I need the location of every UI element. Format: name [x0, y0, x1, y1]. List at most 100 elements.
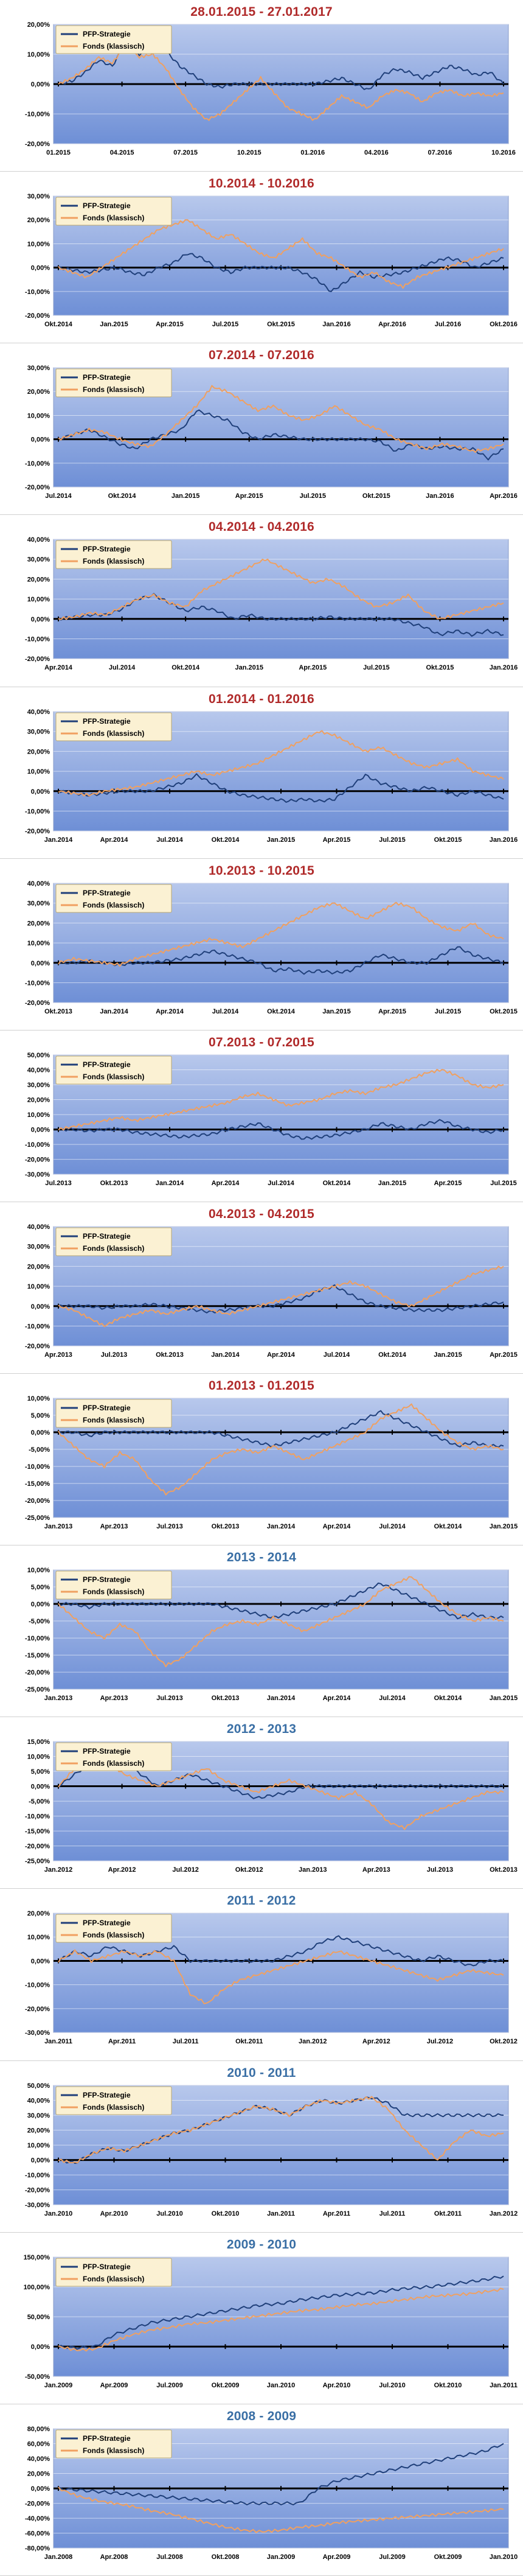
x-tick-label: 01.2015 [46, 149, 71, 156]
x-tick-label: Apr.2008 [100, 2553, 128, 2561]
x-tick-label: 10.2016 [491, 149, 516, 156]
x-tick-label: Apr.2015 [156, 321, 184, 328]
y-tick-label: 20,00% [27, 576, 50, 584]
legend-label: PFP-Strategie [83, 1232, 131, 1241]
y-tick-label: 0,00% [31, 81, 50, 88]
legend-label: Fonds (klassisch) [83, 2446, 144, 2455]
legend-label: Fonds (klassisch) [83, 1416, 144, 1424]
chart-svg: 40,00% 30,00% 20,00% 10,00% 0,00% -10,00% -20,… [25, 709, 518, 844]
y-tick-label: 80,00% [27, 2426, 50, 2433]
y-tick-label: -20,00% [25, 312, 50, 320]
legend-label: Fonds (klassisch) [83, 214, 144, 222]
x-tick-label: Jul.2013 [156, 1523, 182, 1530]
x-tick-label: Jan.2009 [44, 2382, 72, 2389]
chart-panel: 04.2013 - 04.2015 40,00% 30,00% 20,00% 10,00… [0, 1202, 523, 1374]
chart-panel: 2012 - 2013 15,00% 10,00% 5,00% 0,00% -5,00% -… [0, 1717, 523, 1889]
legend-box [55, 2086, 172, 2115]
chart-svg: 50,00% 40,00% 30,00% 20,00% 10,00% 0,00% -10,0… [25, 2082, 518, 2217]
series-line-strategy [58, 1119, 504, 1140]
y-tick-label: -30,00% [25, 2030, 50, 2037]
y-tick-label: 150,00% [24, 2254, 50, 2261]
y-tick-label: -25,00% [25, 1514, 50, 1522]
series-line-fund [58, 1576, 504, 1668]
x-tick-label: Jan.2013 [299, 1866, 327, 1874]
x-tick-label: Jan.2009 [267, 2553, 295, 2561]
y-tick-label: -20,00% [25, 1156, 50, 1163]
y-tick-label: -20,00% [25, 2500, 50, 2507]
chart-title: 2008 - 2009 [226, 2409, 297, 2423]
y-tick-label: -10,00% [25, 1141, 50, 1149]
y-tick-label: -15,00% [25, 1480, 50, 1488]
legend-box [55, 2258, 172, 2287]
x-tick-label: Jan.2015 [171, 492, 199, 500]
x-tick-label: Jan.2011 [490, 2382, 518, 2389]
chart-title: 2009 - 2010 [226, 2237, 297, 2252]
legend-box [55, 25, 172, 54]
x-tick-label: Jan.2015 [100, 321, 128, 328]
x-tick-label: Okt.2014 [171, 665, 200, 672]
y-tick-label: 0,00% [31, 959, 50, 967]
y-tick-label: -80,00% [25, 2545, 50, 2552]
y-tick-label: 0,00% [31, 1429, 50, 1437]
y-tick-label: -10,00% [25, 1323, 50, 1330]
y-tick-label: 0,00% [31, 2485, 50, 2493]
legend-label: Fonds (klassisch) [83, 2275, 144, 2283]
x-tick-label: Jan.2014 [44, 836, 73, 844]
chart-svg: 150,00% 100,00% 50,00% 0,00% -50,00%Jan.2009… [24, 2254, 518, 2389]
legend-label: PFP-Strategie [83, 717, 131, 726]
x-tick-label: Jul.2013 [45, 1180, 71, 1187]
x-tick-label: Apr.2016 [490, 492, 518, 500]
x-tick-label: Apr.2011 [323, 2210, 350, 2217]
chart-svg: 80,00% 60,00% 40,00% 20,00% 0,00% -20,00% -40,… [25, 2426, 518, 2561]
legend-label: Fonds (klassisch) [83, 1759, 144, 1768]
chart-title: 07.2014 - 07.2016 [209, 348, 314, 363]
y-tick-label: -10,00% [25, 1813, 50, 1821]
legend-box [55, 368, 172, 397]
y-tick-label: 0,00% [31, 1958, 50, 1965]
y-tick-label: 30,00% [27, 900, 50, 907]
series-line-fund [58, 219, 504, 289]
y-tick-label: -20,00% [25, 141, 50, 148]
y-tick-label: -20,00% [25, 828, 50, 835]
legend-label: PFP-Strategie [83, 373, 131, 382]
chart-panel: 10.2013 - 10.2015 40,00% 30,00% 20,00% 10,00… [0, 859, 523, 1031]
y-tick-label: 5,00% [31, 1412, 50, 1419]
x-tick-label: Jul.2014 [379, 1523, 406, 1530]
series-line-strategy [58, 1410, 504, 1448]
chart-svg: 50,00% 40,00% 30,00% 20,00% 10,00% 0,00% -10,0… [25, 1052, 517, 1187]
series-line-strategy [58, 1284, 504, 1314]
y-tick-label: 0,00% [31, 788, 50, 795]
legend-box [55, 540, 172, 569]
y-tick-label: -30,00% [25, 1171, 50, 1178]
y-tick-label: -20,00% [25, 656, 50, 663]
series-line-strategy [58, 1583, 504, 1620]
x-tick-label: Okt.2014 [434, 1523, 463, 1530]
y-tick-label: 0,00% [31, 1601, 50, 1608]
x-tick-label: Jan.2016 [426, 492, 454, 500]
chart-svg: 20,00% 10,00% 0,00% -10,00% -20,00% -30,00% Ja… [25, 1910, 518, 2046]
y-tick-label: -20,00% [25, 1669, 50, 1676]
legend-label: PFP-Strategie [83, 545, 131, 553]
y-tick-label: 20,00% [27, 388, 50, 396]
x-tick-label: Jan.2012 [299, 2039, 327, 2046]
y-tick-label: -25,00% [25, 1858, 50, 1865]
x-tick-label: Jan.2013 [44, 1523, 72, 1530]
y-tick-label: 40,00% [27, 536, 50, 544]
chart-title: 10.2013 - 10.2015 [209, 863, 314, 878]
legend: PFP-Strategie Fonds (klassisch) [55, 2258, 172, 2287]
chart-panel: 2008 - 2009 80,00% 60,00% 40,00% 20,00% 0,00%… [0, 2404, 523, 2576]
x-tick-label: Jan.2011 [267, 2210, 295, 2217]
x-tick-label: 01.2016 [300, 149, 325, 156]
legend-label: Fonds (klassisch) [83, 1073, 144, 1081]
series-line-fund [58, 559, 504, 621]
legend-label: PFP-Strategie [83, 1060, 131, 1069]
x-tick-label: Okt.2010 [434, 2382, 462, 2389]
x-tick-label: Okt.2013 [212, 1695, 240, 1702]
chart-panel: 2010 - 2011 50,00% 40,00% 30,00% 20,00% 10,00… [0, 2061, 523, 2233]
chart-title: 2010 - 2011 [227, 2065, 296, 2080]
x-tick-label: Apr.2016 [378, 321, 406, 328]
x-tick-label: Apr.2012 [362, 2039, 390, 2046]
x-tick-label: Okt.2015 [490, 1008, 518, 1015]
y-tick-label: 10,00% [27, 940, 50, 947]
